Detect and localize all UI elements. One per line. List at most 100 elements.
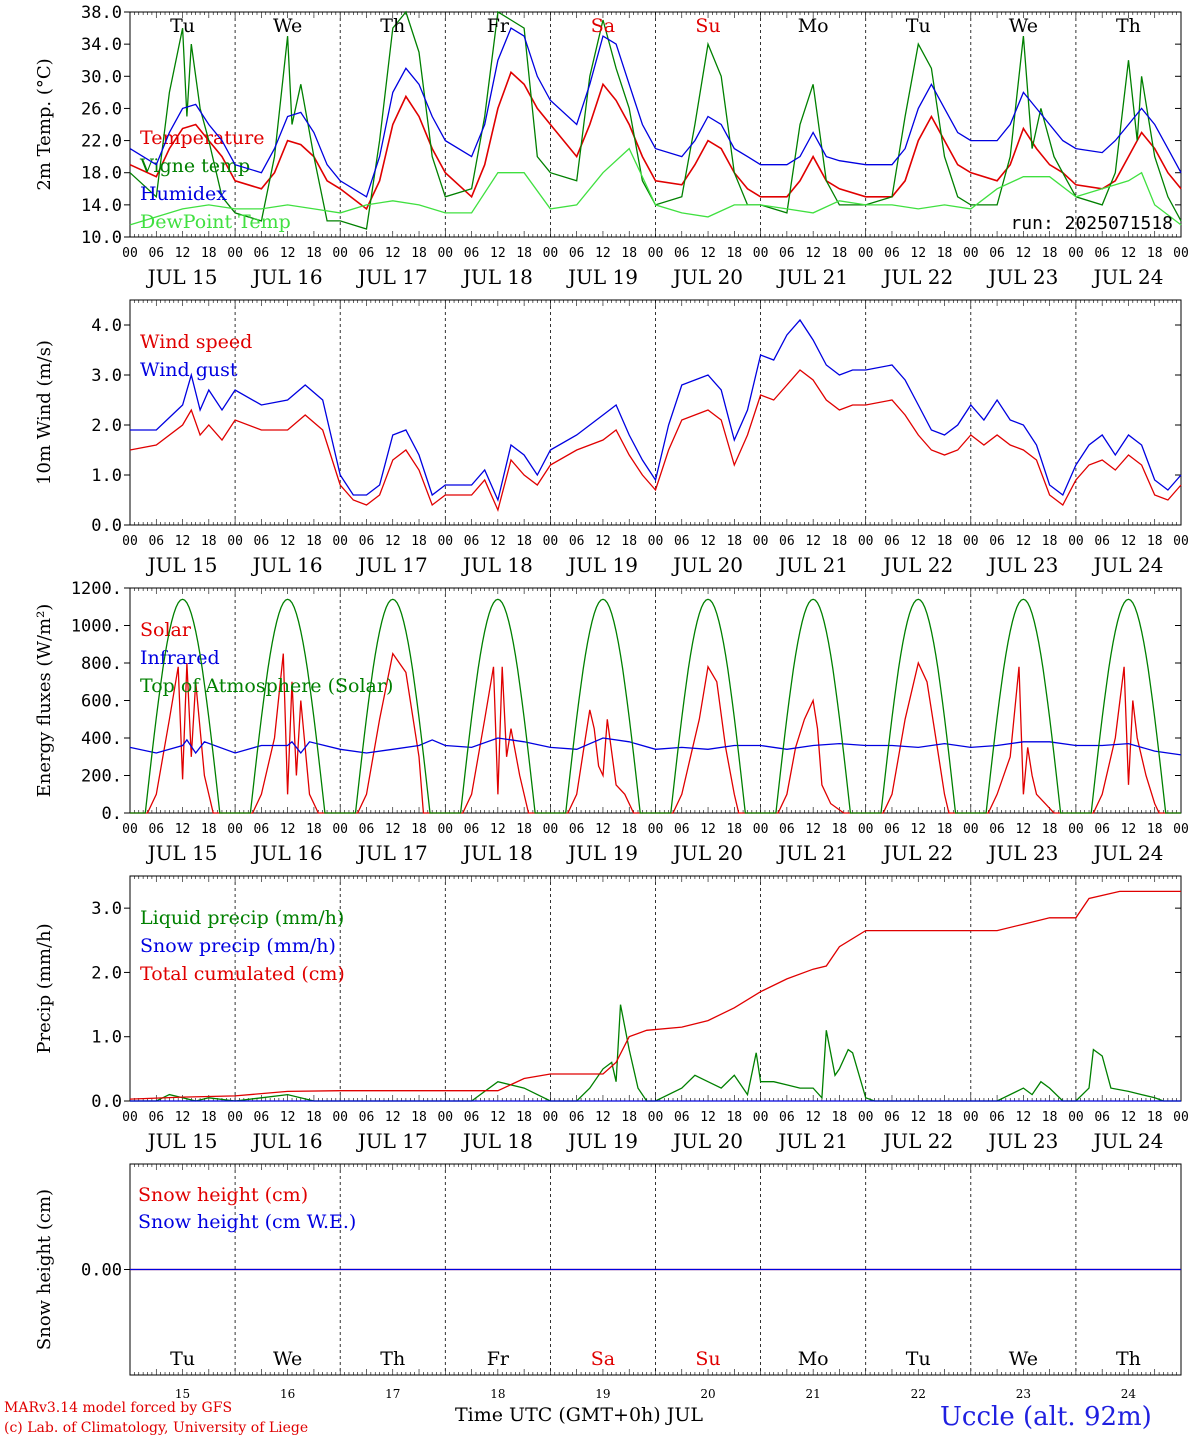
x-day-label: JUL 23 [986, 1129, 1058, 1153]
x-hour-label: 12 [910, 534, 926, 549]
day-number: 15 [175, 1387, 190, 1401]
panel-2: 0.0 1.0 2.0 3.0 4.0 10m Wind (m/s) Wind speed W… [34, 299, 1189, 577]
x-hour-label: 06 [148, 822, 164, 837]
x-hour-label: 06 [674, 822, 690, 837]
x-hour-label: 06 [674, 246, 690, 261]
x-hour-label: 00 [858, 822, 874, 837]
x-hour-label: 00 [1173, 534, 1189, 549]
y-tick-label: 200. [81, 767, 122, 787]
day-number: 23 [1016, 1387, 1031, 1401]
x-hour-label: 12 [1016, 534, 1032, 549]
legend-entry: Humidex [140, 183, 227, 205]
y-axis-label: Snow height (cm) [34, 1189, 55, 1350]
x-hour-label: 00 [858, 1110, 874, 1125]
x-day-label: JUL 16 [251, 1129, 323, 1153]
y-tick-label: 2.0 [91, 416, 122, 436]
panel-4: 0.0 1.0 2.0 3.0 Precip (mm/h) Liquid precip (… [34, 875, 1189, 1153]
day-number: 18 [490, 1387, 505, 1401]
series-line-wind-speed [129, 369, 1182, 512]
x-hour-label: 12 [385, 246, 401, 261]
x-hour-label: 06 [989, 246, 1005, 261]
x-hour-label: 00 [332, 822, 348, 837]
x-day-label: JUL 18 [461, 1129, 533, 1153]
x-hour-label: 18 [516, 246, 532, 261]
weekday-label: Mo [798, 1348, 829, 1370]
weekday-label: Th [1116, 15, 1141, 37]
series-line-dewpoint-temp [129, 147, 1182, 226]
x-hour-label: 06 [464, 1110, 480, 1125]
x-hour-label: 06 [674, 1110, 690, 1125]
weekday-label: We [273, 1348, 302, 1370]
x-hour-label: 12 [595, 822, 611, 837]
x-day-label: JUL 18 [461, 553, 533, 577]
x-day-label: JUL 15 [146, 265, 218, 289]
day-number: 19 [595, 1387, 610, 1401]
x-hour-label: 00 [648, 1110, 664, 1125]
x-hour-label: 00 [543, 822, 559, 837]
x-hour-label: 00 [332, 246, 348, 261]
x-hour-label: 00 [648, 822, 664, 837]
weekday-label: Tu [906, 1348, 931, 1370]
x-hour-label: 06 [779, 1110, 795, 1125]
x-hour-label: 12 [595, 1110, 611, 1125]
x-day-label: JUL 21 [776, 553, 848, 577]
x-hour-label: 06 [884, 534, 900, 549]
x-day-label: JUL 17 [356, 553, 428, 577]
weekday-label: Su [695, 15, 720, 37]
x-hour-label: 12 [280, 822, 296, 837]
x-hour-label: 06 [569, 1110, 585, 1125]
x-hour-label: 12 [805, 534, 821, 549]
y-tick-label: 26.0 [81, 99, 122, 119]
x-day-label: JUL 21 [776, 1129, 848, 1153]
x-hour-label: 06 [884, 246, 900, 261]
day-number: 21 [806, 1387, 821, 1401]
x-hour-label: 12 [175, 1110, 191, 1125]
weekday-label: Th [380, 1348, 405, 1370]
x-day-label: JUL 15 [146, 1129, 218, 1153]
x-hour-label: 18 [201, 246, 217, 261]
lab-credit: (c) Lab. of Climatology, University of L… [4, 1420, 309, 1436]
x-hour-label: 18 [832, 1110, 848, 1125]
x-hour-label: 00 [648, 534, 664, 549]
x-hour-label: 12 [175, 246, 191, 261]
x-hour-label: 06 [254, 1110, 270, 1125]
footer-credits: MARv3.14 model forced by GFS (c) Lab. of… [4, 1398, 308, 1438]
x-hour-label: 12 [385, 534, 401, 549]
x-hour-label: 00 [437, 1110, 453, 1125]
x-day-label: JUL 24 [1091, 841, 1163, 865]
legend-entry: Temperature [140, 127, 264, 149]
x-hour-label: 18 [621, 534, 637, 549]
y-tick-label: 0.0 [91, 516, 122, 536]
y-tick-label: 600. [81, 692, 122, 712]
panel-1: 10.0 14.0 18.0 22.0 26.0 30.0 34.0 38.0 2m Temp.… [34, 3, 1189, 289]
x-hour-label: 06 [779, 822, 795, 837]
x-hour-label: 00 [963, 246, 979, 261]
x-hour-label: 18 [516, 822, 532, 837]
x-hour-label: 00 [227, 534, 243, 549]
x-hour-label: 06 [1094, 534, 1110, 549]
x-hour-label: 06 [254, 822, 270, 837]
x-hour-label: 18 [201, 534, 217, 549]
x-day-label: JUL 19 [566, 841, 638, 865]
x-hour-label: 18 [411, 534, 427, 549]
weekday-label: Th [1116, 1348, 1141, 1370]
y-tick-label: 10.0 [81, 228, 122, 248]
panel-3: 0. 200. 400. 600. 800. 1000. 1200. Energy fluxe… [34, 579, 1189, 865]
model-credit: MARv3.14 model forced by GFS [4, 1400, 233, 1416]
x-hour-label: 00 [753, 246, 769, 261]
x-hour-label: 12 [700, 246, 716, 261]
x-hour-label: 12 [280, 246, 296, 261]
x-day-label: JUL 20 [671, 265, 743, 289]
x-hour-label: 12 [1121, 822, 1137, 837]
x-hour-label: 00 [648, 246, 664, 261]
y-tick-label: 1.0 [91, 1028, 122, 1048]
x-hour-label: 18 [937, 1110, 953, 1125]
x-hour-label: 06 [359, 534, 375, 549]
x-hour-label: 18 [726, 246, 742, 261]
legend-entry: DewPoint Temp [140, 211, 291, 233]
weekday-label: Tu [170, 15, 195, 37]
x-hour-label: 18 [306, 1110, 322, 1125]
x-hour-label: 12 [910, 1110, 926, 1125]
x-hour-label: 18 [516, 534, 532, 549]
x-hour-label: 00 [1173, 246, 1189, 261]
